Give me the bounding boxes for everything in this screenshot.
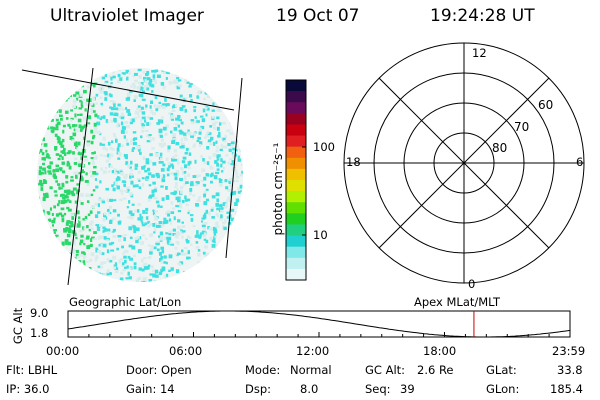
gc-alt-axis-label: GC Alt [11, 307, 25, 345]
color-bar-segment [286, 246, 306, 259]
color-bar-segment [286, 102, 306, 114]
dsp-info-value: 8.0 [300, 382, 319, 396]
seq-info-value: 39 [400, 382, 415, 396]
color-bar-segment [286, 135, 306, 148]
instrument-title: Ultraviolet Imager [50, 6, 204, 26]
glat-info-value: 33.8 [557, 363, 583, 377]
gc-alt-tick-top: 9.0 [30, 306, 49, 320]
mlt-label-0: 0 [468, 277, 476, 291]
filter-info: Flt: LBHL [6, 363, 58, 377]
glon-info-label: GLon: [486, 382, 520, 396]
color-bar-segment [286, 157, 306, 170]
color-bar-segment [286, 80, 306, 92]
mlt-meridian [378, 77, 550, 249]
mlat-label-60: 60 [538, 98, 554, 112]
mlt-label-12: 12 [472, 46, 487, 60]
gc-alt-info-label: GC Alt: [365, 363, 406, 377]
color-bar-segment [286, 91, 306, 103]
color-bar-segment [286, 146, 306, 159]
time-tick-label: 23:59 [552, 344, 586, 358]
time-axis-ticks [67, 332, 571, 337]
color-bar-segment [286, 168, 306, 181]
time-tick-label: 00:00 [46, 344, 80, 358]
mlt-label-18: 18 [346, 155, 361, 169]
glon-info-value: 185.4 [550, 382, 583, 396]
gain-info: Gain: 14 [126, 382, 175, 396]
mode-info-label: Mode: [245, 363, 281, 377]
color-bar-frame [285, 79, 307, 281]
geo-grid-line [225, 77, 243, 259]
polar-grid [343, 42, 585, 284]
time-tick-label: 06:00 [169, 344, 203, 358]
colorbar-tick-label-10: 10 [313, 228, 328, 242]
mode-info-value: Normal [290, 363, 332, 377]
time-label: 19:24:28 UT [430, 6, 535, 26]
color-bar-segment [286, 180, 306, 192]
gc-alt-info-value: 2.6 Re [417, 363, 454, 377]
ip-info: IP: 36.0 [6, 382, 50, 396]
geographic-caption: Geographic Lat/Lon [69, 295, 182, 309]
seq-info-label: Seq: [365, 382, 391, 396]
mlt-label-6: 6 [576, 155, 584, 169]
geo-grid-line [21, 69, 235, 111]
color-bar-segment [286, 202, 306, 214]
color-bar-segment [286, 191, 306, 203]
apex-caption: Apex MLat/MLT [414, 295, 501, 309]
color-bar-segment [286, 113, 306, 126]
color-bar-segment [286, 224, 306, 237]
time-tick-label: 18:00 [423, 344, 457, 358]
gc-alt-tick-bottom: 1.8 [30, 326, 49, 340]
mlat-label-80: 80 [492, 141, 508, 155]
mlat-label-70: 70 [514, 120, 530, 134]
color-bar-segment [286, 213, 306, 226]
color-bar-segment [286, 257, 306, 270]
colorbar-tick-label-100: 100 [313, 140, 335, 154]
color-bar [286, 80, 306, 281]
geo-grid-line [67, 67, 94, 286]
uv-image-disc [21, 67, 243, 286]
glat-info-label: GLat: [486, 363, 517, 377]
colorbar-unit-label: photon cm⁻²s⁻¹ [271, 142, 285, 236]
color-bar-segment [286, 268, 306, 281]
door-info: Door: Open [126, 363, 192, 377]
color-bar-segment [286, 235, 306, 248]
dsp-info-label: Dsp: [245, 382, 272, 396]
time-tick-label: 12:00 [296, 344, 330, 358]
date-label: 19 Oct 07 [276, 6, 360, 26]
color-bar-segment [286, 124, 306, 137]
